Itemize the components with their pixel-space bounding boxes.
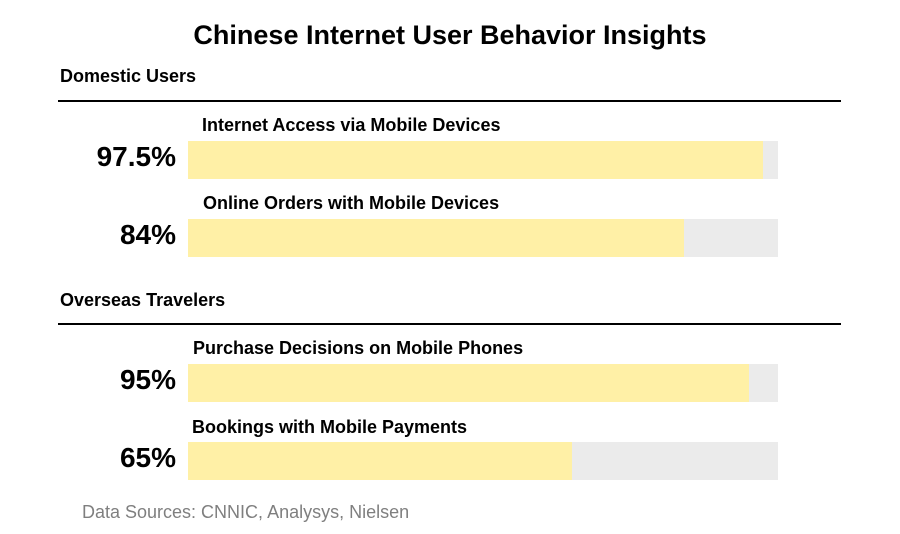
section-title-domestic: Domestic Users: [60, 66, 197, 86]
bar-fill: [188, 219, 684, 257]
bar-value-label: 97.5%: [96, 141, 176, 172]
section-divider: [58, 100, 841, 102]
bar-label: Online Orders with Mobile Devices: [203, 193, 500, 213]
chart-title: Chinese Internet User Behavior Insights: [193, 20, 707, 50]
bar-value-label: 95%: [119, 364, 176, 395]
bar-track: [188, 442, 778, 480]
bar-fill: [188, 442, 572, 480]
bar-value-label: 84%: [119, 219, 176, 250]
section-title-overseas: Overseas Travelers: [60, 290, 226, 310]
bar-fill: [188, 141, 764, 179]
bar-label: Bookings with Mobile Payments: [192, 417, 468, 437]
bar-value-label: 65%: [119, 442, 176, 473]
bar-track: [188, 141, 778, 179]
section-divider: [58, 323, 841, 325]
bar-label: Purchase Decisions on Mobile Phones: [193, 338, 524, 358]
bar-label: Internet Access via Mobile Devices: [202, 115, 501, 135]
bar-track: [188, 364, 778, 402]
data-source-note: Data Sources: CNNIC, Analysys, Nielsen: [82, 502, 410, 522]
bar-fill: [188, 364, 749, 402]
bar-track: [188, 219, 778, 257]
